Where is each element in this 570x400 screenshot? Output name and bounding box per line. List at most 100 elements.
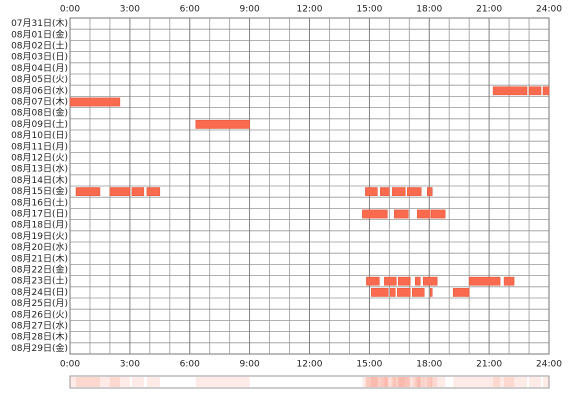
summary-segment	[397, 377, 411, 387]
row-label: 08月12日(火)	[11, 153, 68, 164]
summary-segment	[362, 377, 388, 387]
x-tick-label: 24:00	[536, 360, 562, 370]
segment	[384, 276, 397, 286]
segment	[362, 209, 388, 219]
row-label: 08月25日(月)	[11, 298, 68, 309]
x-tick-label: 9:00	[240, 360, 260, 370]
segment	[528, 86, 542, 96]
row-label: 08月11日(月)	[11, 141, 68, 152]
row-label: 08月16日(土)	[11, 196, 68, 208]
segment	[407, 187, 422, 196]
x-tick-label: 12:00	[297, 360, 323, 370]
summary-segment	[380, 377, 390, 387]
row-label: 08月19日(火)	[11, 231, 68, 242]
summary-segment	[423, 377, 438, 387]
summary-segment	[109, 377, 130, 387]
x-tick-label: 12:00	[297, 5, 323, 15]
summary-strip	[69, 375, 550, 389]
row-label: 08月26日(火)	[11, 309, 68, 320]
row-label: 08月13日(水)	[11, 163, 68, 175]
summary-segment	[427, 377, 433, 387]
segment	[195, 120, 250, 129]
row-label: 08月29日(金)	[11, 342, 68, 354]
summary-segment	[398, 377, 411, 387]
row-label: 08月09日(土)	[11, 118, 68, 130]
x-tick-label: 6:00	[180, 5, 200, 15]
summary-segment	[412, 377, 425, 387]
row-label: 08月10日(日)	[11, 130, 68, 141]
row-label: 07月31日(木)	[11, 17, 68, 29]
summary-segment	[70, 377, 120, 387]
row-label: 08月27日(水)	[11, 320, 68, 332]
summary-segment	[415, 377, 421, 387]
x-tick-label: 0:00	[60, 5, 80, 15]
summary-segment	[469, 377, 501, 387]
row-label: 08月01日(金)	[11, 28, 68, 40]
segment	[380, 187, 390, 196]
row-label: 08月14日(木)	[11, 174, 68, 186]
segment	[131, 187, 145, 196]
segment	[542, 86, 550, 96]
summary-segment	[195, 377, 250, 387]
row-label: 08月18日(月)	[11, 220, 68, 231]
row-label: 08月02日(土)	[11, 40, 68, 52]
segment	[492, 86, 528, 96]
x-tick-label: 18:00	[416, 360, 442, 370]
row-label: 08月03日(日)	[11, 52, 68, 63]
segment	[109, 187, 131, 196]
segment	[398, 276, 411, 286]
x-tick-label: 6:00	[180, 360, 200, 370]
segment	[417, 209, 431, 219]
segment	[392, 187, 406, 196]
segment	[371, 288, 389, 297]
row-label: 08月23日(土)	[11, 275, 68, 287]
x-tick-label: 9:00	[240, 5, 260, 15]
summary-segment	[529, 377, 542, 387]
x-tick-label: 18:00	[416, 5, 442, 15]
summary-segment	[365, 377, 378, 387]
x-tick-label: 3:00	[120, 360, 140, 370]
segment	[365, 187, 378, 196]
segment	[452, 288, 470, 297]
summary-segment	[407, 377, 422, 387]
x-tick-label: 15:00	[356, 5, 382, 15]
summary-segment	[543, 377, 549, 387]
segment	[412, 288, 425, 297]
summary-segment	[384, 377, 397, 387]
x-tick-label: 0:00	[60, 360, 80, 370]
summary-segment	[504, 377, 515, 387]
segment	[415, 276, 421, 286]
segment	[430, 209, 446, 219]
summary-segment	[453, 377, 470, 387]
summary-segment	[366, 377, 380, 387]
summary-segment	[75, 377, 100, 387]
segment	[146, 187, 161, 196]
x-tick-label: 3:00	[120, 5, 140, 15]
x-tick-label: 21:00	[476, 5, 502, 15]
segment	[390, 288, 396, 297]
summary-segment	[371, 377, 389, 387]
summary-segment	[394, 377, 409, 387]
row-label: 08月28日(木)	[11, 331, 68, 343]
segment	[394, 209, 409, 219]
x-tick-label: 24:00	[536, 5, 562, 15]
x-tick-label: 15:00	[356, 360, 382, 370]
row-label: 08月24日(日)	[11, 287, 68, 298]
segment	[69, 97, 121, 107]
summary-segment	[131, 377, 144, 387]
row-label: 08月22日(金)	[11, 264, 68, 276]
segment	[397, 288, 411, 297]
row-label: 08月04日(月)	[11, 63, 68, 74]
row-label: 08月07日(木)	[11, 96, 68, 108]
row-label: 08月06日(水)	[11, 84, 68, 96]
summary-segment	[430, 377, 433, 387]
summary-segment	[392, 377, 406, 387]
row-label: 08月05日(火)	[11, 74, 68, 85]
row-label: 08月08日(金)	[11, 107, 68, 119]
segment	[423, 276, 438, 286]
segment	[468, 276, 501, 286]
row-label: 08月21日(木)	[11, 252, 68, 264]
summary-segment	[390, 377, 396, 387]
segment	[503, 276, 515, 286]
